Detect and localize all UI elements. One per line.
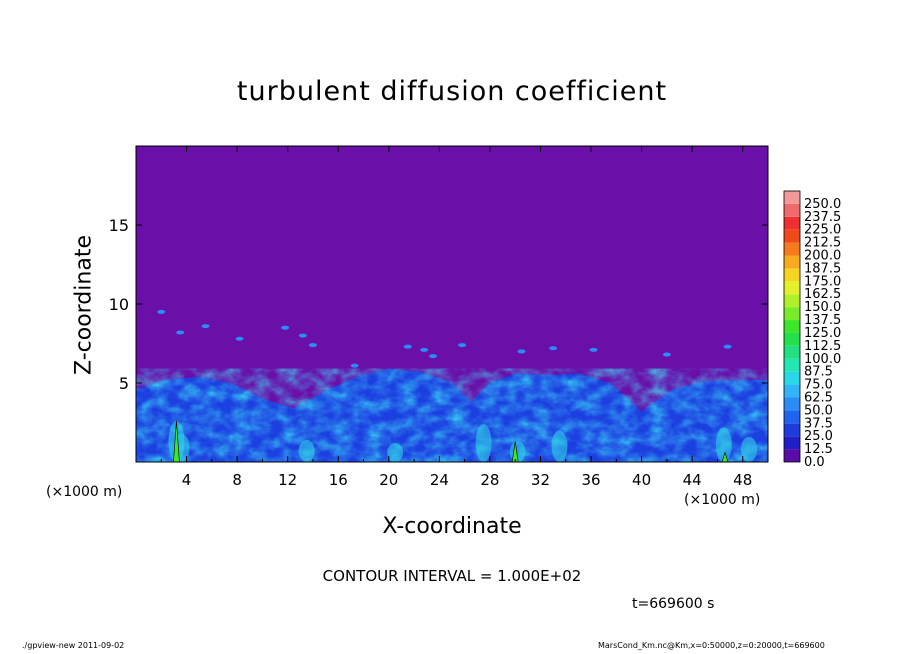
colorbar-label-4: 50.0 <box>804 403 833 418</box>
blob-12 <box>517 349 526 354</box>
colorbar-label-19: 237.5 <box>804 210 841 225</box>
x-tick-label-36: 36 <box>581 471 600 489</box>
blob-8 <box>403 344 412 349</box>
chart-title: turbulent diffusion coefficient <box>236 76 668 107</box>
colorbar-label-9: 112.5 <box>804 339 841 354</box>
colorbar-swatch-18 <box>784 216 800 230</box>
green-spike-1 <box>511 441 519 462</box>
colorbar-swatch-8 <box>784 345 800 359</box>
y-tick-label-10: 10 <box>109 295 129 314</box>
x-tick-label-28: 28 <box>480 471 499 489</box>
colorbar-swatch-15 <box>784 255 800 269</box>
blob-11 <box>458 343 467 348</box>
blob-5 <box>298 333 307 338</box>
blob-6 <box>308 343 317 348</box>
blob-13 <box>549 346 558 351</box>
colorbar-label-16: 200.0 <box>804 249 841 264</box>
x-axis-label-row: X-coordinate <box>0 514 904 539</box>
blob-10 <box>429 354 438 359</box>
blob-14 <box>589 347 598 352</box>
blob-3 <box>235 336 244 341</box>
contour-interval-note: CONTOUR INTERVAL = 1.000E+02 <box>322 567 582 585</box>
plume-2 <box>298 439 315 462</box>
blob-16 <box>723 344 732 349</box>
x-unit-label-left: (×1000 m) <box>46 484 123 500</box>
x-tick-label-8: 8 <box>232 471 242 489</box>
colorbar-swatch-16 <box>784 242 800 256</box>
colorbar-frame <box>783 190 801 463</box>
colorbar-swatch-20 <box>784 191 800 204</box>
blob-15 <box>662 352 671 357</box>
blob-1 <box>176 330 185 335</box>
colorbar-swatch-13 <box>784 281 800 295</box>
colorbar-swatch-14 <box>784 268 800 282</box>
plume-8 <box>741 436 758 462</box>
colorbar-swatch-12 <box>784 294 800 308</box>
colorbar-swatch-1 <box>784 436 800 450</box>
plume-6 <box>551 430 568 462</box>
colorbar-label-20: 250.0 <box>804 197 841 212</box>
blob-7 <box>350 363 359 368</box>
plume-7 <box>715 427 732 462</box>
colorbar-label-14: 175.0 <box>804 274 841 289</box>
colorbar-label-3: 37.5 <box>804 416 833 431</box>
time-label: t=669600 s <box>632 596 715 612</box>
blob-9 <box>420 347 429 352</box>
colorbar-label-13: 162.5 <box>804 287 841 302</box>
colorbar-label-17: 212.5 <box>804 236 841 251</box>
x-tick-label-12: 12 <box>278 471 297 489</box>
footer-left: ./gpview-new 2011-09-02 <box>22 641 125 650</box>
contour-interval-row: CONTOUR INTERVAL = 1.000E+02 <box>0 567 904 585</box>
colorbar-swatch-4 <box>784 397 800 411</box>
colorbar-label-12: 150.0 <box>804 300 841 315</box>
colorbar-swatch-7 <box>784 358 800 372</box>
plume-3 <box>387 443 404 462</box>
colorbar-label-11: 137.5 <box>804 313 841 328</box>
x-unit-label-right: (×1000 m) <box>684 492 761 508</box>
x-tick-label-20: 20 <box>379 471 398 489</box>
boundary-layer-texture <box>136 368 768 462</box>
colorbar-swatch-0 <box>784 449 800 462</box>
blob-2 <box>201 324 210 329</box>
colorbar-label-0: 0.0 <box>804 455 825 470</box>
colorbar-swatch-3 <box>784 410 800 424</box>
colorbar-label-8: 100.0 <box>804 352 841 367</box>
colorbar-label-18: 225.0 <box>804 223 841 238</box>
colorbar-swatch-19 <box>784 203 800 217</box>
colorbar-swatch-6 <box>784 371 800 385</box>
colorbar-label-6: 75.0 <box>804 378 833 393</box>
colorbar-swatch-11 <box>784 307 800 321</box>
plume-4 <box>475 424 492 462</box>
colorbar-label-2: 25.0 <box>804 429 833 444</box>
x-tick-label-16: 16 <box>329 471 348 489</box>
colorbar-label-7: 87.5 <box>804 365 833 380</box>
x-tick-label-48: 48 <box>733 471 752 489</box>
colorbar-label-5: 62.5 <box>804 391 833 406</box>
x-tick-label-4: 4 <box>182 471 192 489</box>
x-tick-label-24: 24 <box>430 471 449 489</box>
blob-4 <box>281 325 290 330</box>
colorbar-swatch-9 <box>784 332 800 346</box>
x-tick-label-40: 40 <box>632 471 651 489</box>
y-tick-label-5: 5 <box>119 374 129 393</box>
x-tick-label-44: 44 <box>683 471 702 489</box>
colorbar-swatch-17 <box>784 229 800 243</box>
x-axis-label: X-coordinate <box>382 514 522 539</box>
x-tick-label-32: 32 <box>531 471 550 489</box>
colorbar-label-1: 12.5 <box>804 442 833 457</box>
blob-0 <box>157 309 166 314</box>
colorbar-label-15: 187.5 <box>804 261 841 276</box>
colorbar-label-10: 125.0 <box>804 326 841 341</box>
colorbar-swatch-2 <box>784 423 800 437</box>
footer-right: MarsCond_Km.nc@Km,x=0:50000,z=0:20000,t=… <box>598 641 825 650</box>
colorbar-swatch-10 <box>784 320 800 333</box>
green-spike-2 <box>721 451 729 462</box>
green-spike-0 <box>173 420 180 462</box>
y-tick-label-15: 15 <box>109 216 129 235</box>
colorbar-swatch-5 <box>784 384 800 398</box>
